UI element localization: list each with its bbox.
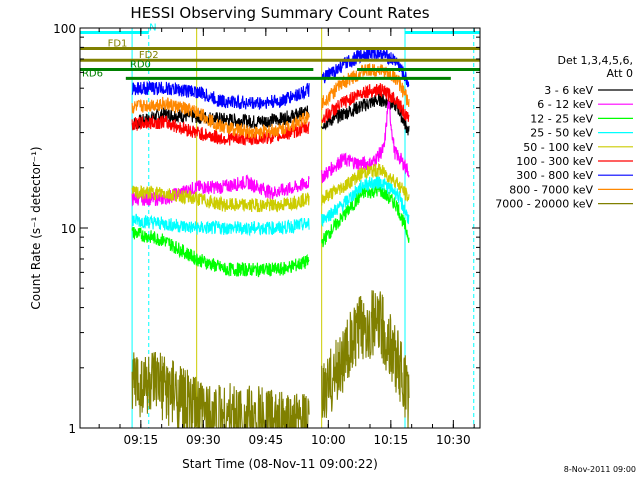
trace-7000-20000-kev-part-1 xyxy=(131,351,310,429)
footer-timestamp: 8-Nov-2011 09:00 xyxy=(564,465,636,474)
trace-25-50-kev-part-2 xyxy=(321,175,410,228)
y-tick-label-10: 10 xyxy=(61,222,76,236)
chart-title: HESSI Observing Summary Count Rates xyxy=(130,4,429,22)
legend-label-50-100-kev: 50 - 100 keV xyxy=(523,141,593,154)
series-25-50-kev xyxy=(131,175,410,237)
flag-label-rd6: RD6 xyxy=(82,68,103,79)
flag-label-rd0: RD0 xyxy=(130,60,151,71)
trace-100-300-kev-part-1 xyxy=(131,115,310,146)
series-50-100-kev xyxy=(131,162,410,213)
legend-label-7000-20000-kev: 7000 - 20000 keV xyxy=(495,198,593,211)
trace-100-300-kev-part-2 xyxy=(321,83,410,124)
trace-12-25-kev-part-2 xyxy=(321,184,410,248)
legend-label-12-25-kev: 12 - 25 keV xyxy=(530,112,593,125)
legend-label-100-300-kev: 100 - 300 keV xyxy=(516,155,593,168)
flag-fd1: FD1 xyxy=(80,38,480,50)
flag-rd6: RD6 xyxy=(82,68,451,80)
x-tick-label-10-30: 10:30 xyxy=(436,433,471,447)
x-axis-label: Start Time (08-Nov-11 09:00:22) xyxy=(182,457,378,471)
trace-25-50-kev-part-1 xyxy=(131,213,310,237)
axis-ticks: 1 10 100 09:15 09:30 09:45 10:00 10:15 10:30 xyxy=(53,22,480,447)
x-tick-label-10-15: 10:15 xyxy=(374,433,409,447)
y-tick-label-100: 100 xyxy=(53,22,76,36)
flag-label-fd1: FD1 xyxy=(108,38,128,49)
flag-label-fd2: FD2 xyxy=(139,50,159,61)
y-tick-label-1: 1 xyxy=(68,422,76,436)
trace-300-800-kev-part-1 xyxy=(131,81,310,110)
series-100-300-kev xyxy=(131,83,410,146)
legend-header-line2: Att 0 xyxy=(607,67,633,80)
flag-fd2: FD2 xyxy=(80,50,480,62)
x-tick-label-09-30: 09:30 xyxy=(186,433,221,447)
legend-label-25-50-kev: 25 - 50 keV xyxy=(530,127,593,140)
series-6-12-kev xyxy=(131,97,410,207)
legend-label-6-12-kev: 6 - 12 keV xyxy=(537,98,593,111)
x-tick-label-10-00: 10:00 xyxy=(311,433,346,447)
x-tick-label-09-45: 09:45 xyxy=(249,433,284,447)
trace-7000-20000-kev-part-2 xyxy=(321,290,410,429)
series-7000-20000-kev xyxy=(131,290,410,429)
trace-50-100-kev-part-2 xyxy=(321,162,410,206)
legend-header-line1: Det 1,3,4,5,6, xyxy=(557,54,633,67)
legend-label-3-6-kev: 3 - 6 keV xyxy=(544,84,593,97)
series-group xyxy=(131,47,410,429)
trace-6-12-kev-part-1 xyxy=(131,174,310,207)
legend-label-800-7000-kev: 800 - 7000 keV xyxy=(509,183,593,196)
series-12-25-kev xyxy=(131,184,410,278)
trace-6-12-kev-part-2 xyxy=(321,97,410,184)
flag-rd0: RD0 xyxy=(80,60,480,72)
y-axis-label: Count Rate (s⁻¹ detector⁻¹) xyxy=(29,146,43,309)
trace-12-25-kev-part-1 xyxy=(131,226,310,278)
x-tick-label-09-15: 09:15 xyxy=(124,433,159,447)
trace-50-100-kev-part-1 xyxy=(131,185,310,213)
trace-800-7000-kev-part-1 xyxy=(131,96,310,139)
legend-label-300-800-kev: 300 - 800 keV xyxy=(516,169,593,182)
